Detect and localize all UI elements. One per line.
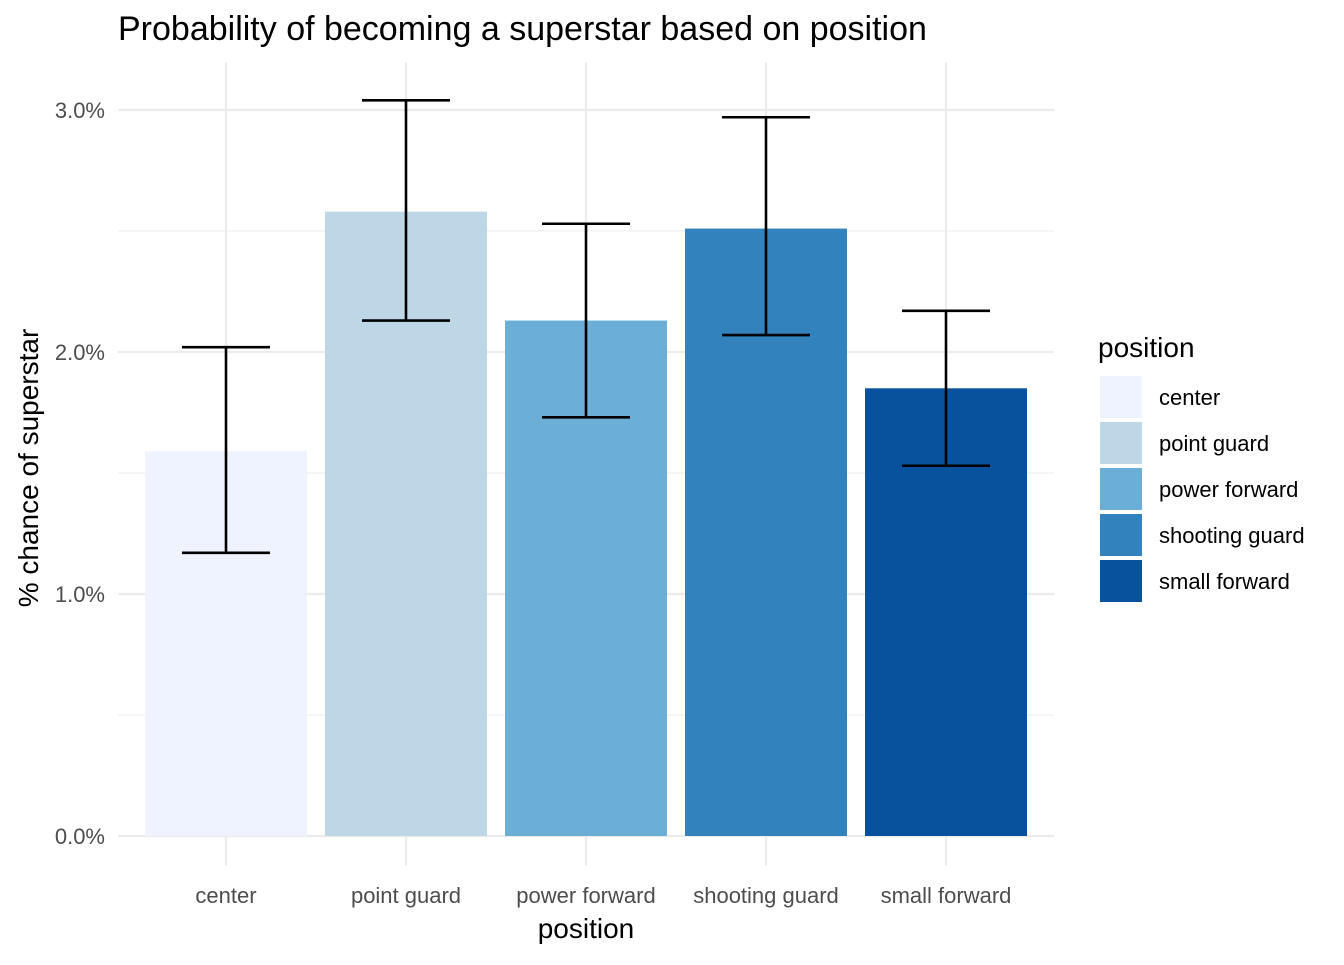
legend-label: power forward bbox=[1159, 477, 1298, 502]
y-axis-title: % chance of superstar bbox=[13, 329, 44, 608]
x-tick-label: center bbox=[195, 883, 256, 908]
x-tick-label: point guard bbox=[351, 883, 461, 908]
y-tick-label: 1.0% bbox=[55, 582, 105, 607]
x-tick-labels: center point guard power forward shooting g… bbox=[195, 883, 1011, 908]
legend-label: small forward bbox=[1159, 569, 1290, 594]
error-bars bbox=[182, 99, 990, 555]
legend-item: point guard bbox=[1100, 422, 1269, 464]
y-tick-label: 3.0% bbox=[55, 98, 105, 123]
error-bar bbox=[902, 309, 990, 468]
x-axis-title: position bbox=[538, 913, 635, 944]
legend-label: center bbox=[1159, 385, 1220, 410]
legend-item: power forward bbox=[1100, 468, 1298, 510]
legend: position center point guard power forward s… bbox=[1098, 332, 1305, 602]
legend-title: position bbox=[1098, 332, 1195, 363]
legend-item: small forward bbox=[1100, 560, 1290, 602]
error-bar bbox=[362, 99, 450, 322]
error-bar bbox=[542, 222, 630, 419]
legend-swatch bbox=[1100, 514, 1142, 556]
chart-title: Probability of becoming a superstar base… bbox=[118, 10, 927, 48]
legend-label: shooting guard bbox=[1159, 523, 1305, 548]
x-tick-label: small forward bbox=[881, 883, 1012, 908]
y-tick-label: 0.0% bbox=[55, 824, 105, 849]
error-bar bbox=[722, 115, 810, 337]
x-tick-label: power forward bbox=[516, 883, 655, 908]
legend-label: point guard bbox=[1159, 431, 1269, 456]
y-tick-labels: 0.0% 1.0% 2.0% 3.0% bbox=[55, 98, 105, 849]
y-tick-label: 2.0% bbox=[55, 340, 105, 365]
legend-swatch bbox=[1100, 376, 1142, 418]
legend-item: center bbox=[1100, 376, 1220, 418]
legend-item: shooting guard bbox=[1100, 514, 1305, 556]
bars bbox=[145, 211, 1027, 836]
error-bar bbox=[182, 345, 270, 555]
x-tick-label: shooting guard bbox=[693, 883, 839, 908]
legend-swatch bbox=[1100, 560, 1142, 602]
legend-swatch bbox=[1100, 468, 1142, 510]
legend-swatch bbox=[1100, 422, 1142, 464]
